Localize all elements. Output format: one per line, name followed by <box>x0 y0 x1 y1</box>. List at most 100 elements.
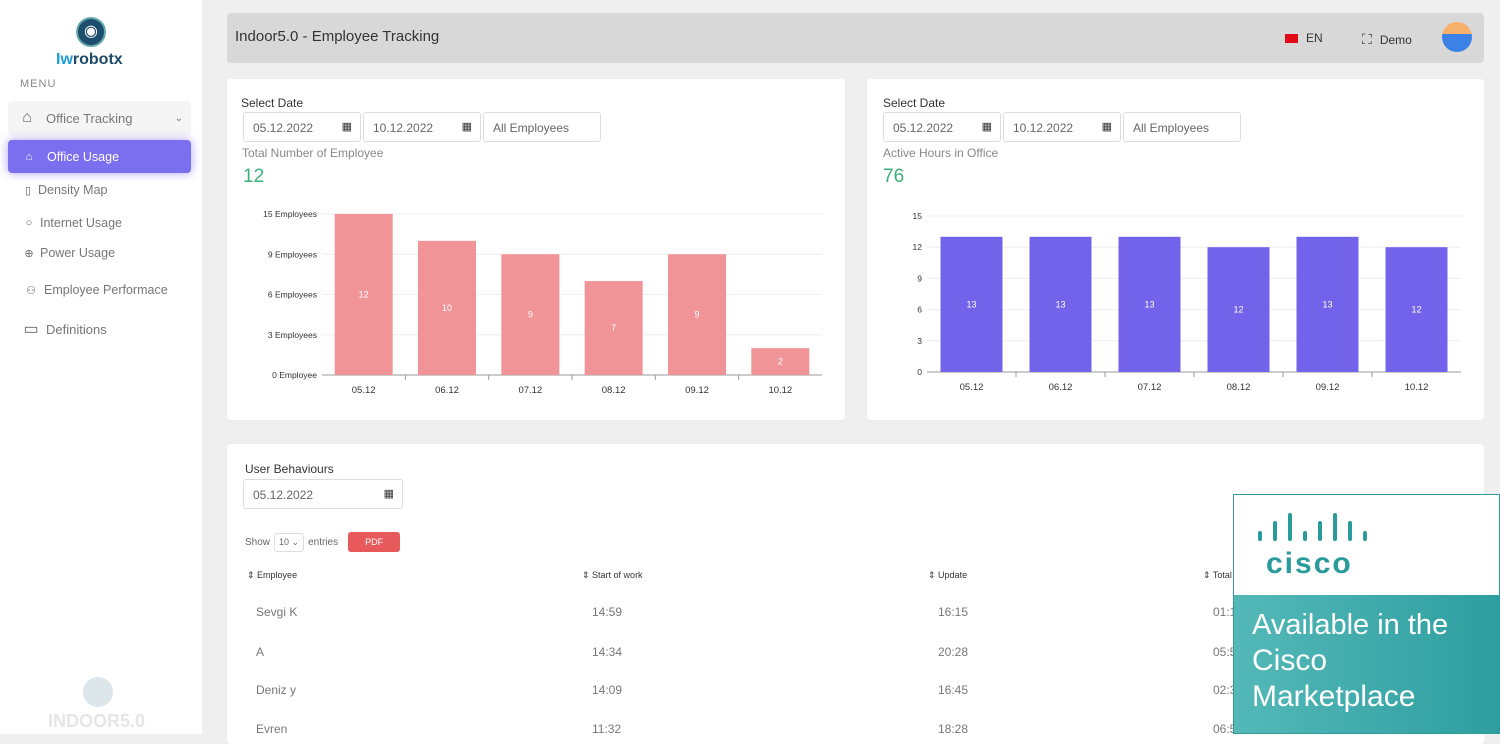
column-header[interactable]: ⇕ Total <box>1203 570 1232 580</box>
select-value: All Employees <box>1133 121 1210 135</box>
cisco-line: Available in the <box>1252 609 1449 641</box>
bar[interactable] <box>584 281 643 375</box>
select-date-label: Select Date <box>241 96 304 110</box>
bar[interactable] <box>668 254 726 375</box>
entries-select[interactable]: 10 ⌄ <box>274 532 305 552</box>
table-cell: 16:15 <box>938 605 969 619</box>
bar-value-label: 13 <box>1144 299 1154 309</box>
table-cell: 11:32 <box>592 722 622 736</box>
column-header[interactable]: ⇕ Start of work <box>582 570 643 580</box>
cisco-bars-icon <box>1258 513 1367 541</box>
y-tick-label: 3 Employees <box>268 330 317 340</box>
sidebar-item-internet-usage[interactable]: ○ Internet Usage <box>8 213 191 233</box>
item-label: Employee Performace <box>44 283 168 297</box>
column-header[interactable]: ⇕ Update <box>928 570 968 580</box>
x-tick-label: 07.12 <box>1138 382 1162 393</box>
bar[interactable] <box>1296 236 1359 372</box>
menu-label: MENU <box>20 78 57 90</box>
bar-value-label: 13 <box>966 299 976 309</box>
calendar-icon: ▦ <box>341 121 352 133</box>
item-label: Density Map <box>38 183 108 197</box>
calendar-icon: ▦ <box>1101 121 1112 133</box>
item-label: Internet Usage <box>40 216 122 230</box>
fullscreen-button[interactable]: ⛶ Demo <box>1362 31 1412 48</box>
turkey-flag-icon <box>1285 34 1298 44</box>
avatar[interactable] <box>1442 22 1472 52</box>
select-date-label: Select Date <box>883 96 946 110</box>
x-tick-label: 09.12 <box>685 385 709 396</box>
bar[interactable] <box>418 240 476 375</box>
brand-logo: Iwrobotx <box>56 51 123 69</box>
table-cell: 05:5 <box>1213 645 1237 659</box>
column-header[interactable]: ⇕ Employee <box>247 570 298 580</box>
group-label: Office Tracking <box>46 110 133 126</box>
language-selector[interactable]: EN <box>1285 31 1323 45</box>
calendar-icon: ▦ <box>461 121 472 133</box>
active-hours-card: Select Date 05.12.2022 ▦ 10.12.2022 ▦ All … <box>867 79 1484 420</box>
end-date-input[interactable]: 10.12.2022 ▦ <box>1003 112 1121 142</box>
sidebar-item-definitions[interactable]: ▭ Definitions <box>8 318 191 340</box>
bar[interactable] <box>1118 236 1181 372</box>
sidebar-item-employee-performance[interactable]: ⚇ Employee Performace <box>8 280 191 300</box>
entries-control: Show 10 ⌄ entries PDF <box>245 532 401 552</box>
sidebar-item-density-map[interactable]: ▯ Density Map <box>8 180 191 200</box>
bar-value-label: 13 <box>1322 299 1332 309</box>
bar[interactable] <box>501 254 560 375</box>
wifi-logo-icon: ◉ <box>76 17 106 47</box>
bar-value-label: 12 <box>1411 305 1421 315</box>
behaviour-date-input[interactable]: 05.12.2022 ▦ <box>243 479 403 509</box>
date-value: 05.12.2022 <box>253 488 314 502</box>
x-tick-label: 10.12 <box>768 385 792 396</box>
cisco-line: Marketplace <box>1252 680 1416 713</box>
y-tick-label: 15 Employees <box>263 209 317 219</box>
x-tick-label: 05.12 <box>352 385 376 396</box>
table-cell: Sevgi K <box>256 605 298 619</box>
end-date-input[interactable]: 10.12.2022 ▦ <box>363 112 481 142</box>
fullscreen-icon: ⛶ <box>1362 31 1372 47</box>
bar-value-label: 9 <box>694 310 699 320</box>
employee-select[interactable]: All Employees <box>483 112 601 142</box>
table-cell: 20:28 <box>938 645 969 659</box>
item-label: Power Usage <box>40 246 116 260</box>
pdf-button[interactable]: PDF <box>348 532 401 552</box>
bar-value-label: 2 <box>778 357 783 367</box>
sidebar-item-power-usage[interactable]: ⊕ Power Usage <box>8 243 191 263</box>
sidebar: ◉ Iwrobotx MENU ⌂ Office Tracking ⌄ ⌂ Offic… <box>0 0 202 734</box>
table-cell: Evren <box>256 722 288 736</box>
bar-value-label: 7 <box>611 323 616 333</box>
calendar-icon: ▦ <box>383 488 394 500</box>
bar[interactable] <box>1385 247 1448 372</box>
user-name: Demo <box>1379 33 1412 47</box>
chevron-down-icon: ⌄ <box>174 112 183 124</box>
page-title: Indoor5.0 - Employee Tracking <box>235 28 440 45</box>
bar-value-label: 10 <box>442 303 452 313</box>
employee-select[interactable]: All Employees <box>1123 112 1241 142</box>
date-value: 05.12.2022 <box>253 121 314 135</box>
sidebar-group-office-tracking[interactable]: ⌂ Office Tracking ⌄ <box>8 101 191 135</box>
bar[interactable] <box>1029 236 1092 372</box>
y-tick-label: 15 <box>913 211 923 221</box>
start-date-input[interactable]: 05.12.2022 ▦ <box>883 112 1001 142</box>
bar[interactable] <box>751 348 810 375</box>
x-tick-label: 06.12 <box>435 385 459 396</box>
cloud-icon: ○ <box>25 217 33 229</box>
x-tick-label: 08.12 <box>602 385 626 396</box>
column-label: Update <box>938 570 968 580</box>
table-cell: 14:34 <box>592 645 623 659</box>
metric-value: 76 <box>883 166 905 187</box>
cisco-marketplace-badge[interactable]: cisco Available in the Cisco Marketplace <box>1233 494 1500 734</box>
y-tick-label: 3 <box>917 336 922 346</box>
x-tick-label: 09.12 <box>1316 382 1340 393</box>
show-label: Show <box>245 536 271 548</box>
table-cell: 14:59 <box>592 605 623 619</box>
bar[interactable] <box>1207 247 1270 372</box>
bar[interactable] <box>334 214 393 375</box>
sidebar-item-office-usage[interactable]: ⌂ Office Usage <box>8 140 191 173</box>
table-cell: 14:09 <box>592 683 623 697</box>
footer-brand: INDOOR5.0 <box>48 711 146 731</box>
table-cell: 06:5 <box>1213 722 1237 736</box>
start-date-input[interactable]: 05.12.2022 ▦ <box>243 112 361 142</box>
table-cell: Deniz y <box>256 683 297 697</box>
language-label: EN <box>1306 31 1323 45</box>
bar[interactable] <box>940 236 1003 372</box>
